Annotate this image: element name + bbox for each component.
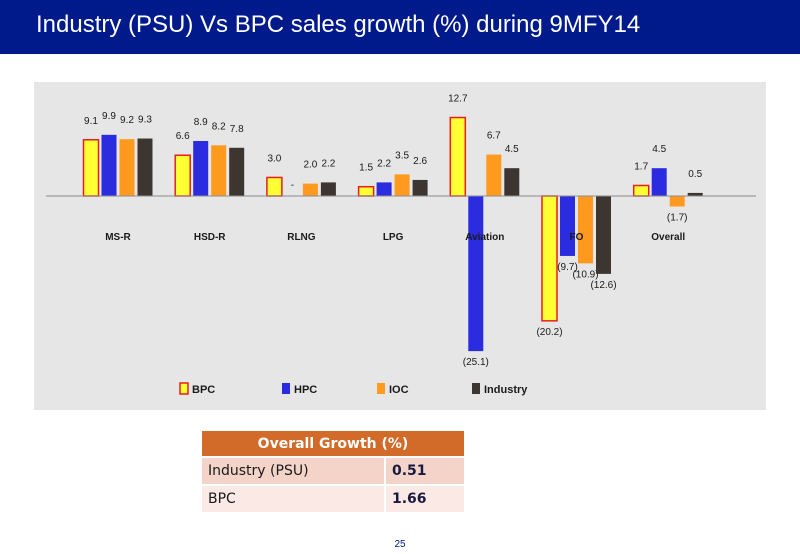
bar-ioc-hsd-r	[211, 145, 227, 196]
data-label: 9.3	[138, 115, 152, 126]
data-label: 4.5	[505, 144, 519, 155]
chart-panel: 9.1 9.9 9.2 9.3 MS-R 6.6 8.9 8.2 7.8 HSD-R 3.0 -2.0…	[34, 82, 766, 410]
bar-industry-hsd-r	[229, 147, 245, 196]
data-label: (25.1)	[463, 357, 489, 368]
data-label: 3.0	[267, 153, 281, 164]
category-label: HSD-R	[194, 232, 226, 243]
bar-industry-rlng	[320, 182, 336, 196]
bar-bpc-fo	[541, 195, 558, 322]
bar-hpc-aviation	[468, 196, 484, 352]
data-label: 2.2	[321, 158, 335, 169]
data-label: 7.8	[230, 124, 244, 135]
data-label: (9.7)	[557, 262, 578, 273]
category-label: Aviation	[465, 232, 504, 243]
legend-label: Industry	[484, 384, 528, 396]
row-label: BPC	[202, 485, 385, 514]
legend-swatch-industry	[472, 383, 480, 394]
bar-ioc-overall	[669, 196, 685, 207]
bar-industry-overall	[687, 192, 703, 196]
bar-industry-ms-r	[137, 138, 153, 196]
data-label: 9.2	[120, 115, 134, 126]
legend-swatch-bpc	[179, 382, 189, 395]
bar-bpc-lpg	[357, 185, 375, 197]
data-label: 0.5	[688, 169, 702, 180]
legend-label: IOC	[389, 384, 409, 396]
data-label: 8.9	[194, 117, 208, 128]
category-label: FO	[570, 232, 584, 243]
category-label: LPG	[383, 232, 404, 243]
bar-hpc-hsd-r	[193, 140, 209, 196]
bar-industry-fo	[596, 196, 611, 274]
table-header-row: Overall Growth (%)	[202, 431, 464, 458]
data-label: (10.9)	[572, 269, 598, 280]
data-label: 4.5	[652, 144, 666, 155]
overall-growth-table: Overall Growth (%) Industry (PSU) 0.51 B…	[202, 431, 464, 514]
bar-ioc-ms-r	[119, 139, 135, 196]
data-label: 2.0	[303, 160, 317, 171]
legend-label: BPC	[192, 384, 215, 396]
bar-hpc-ms-r	[101, 134, 117, 196]
bar-hpc-lpg	[376, 182, 392, 196]
data-label: 2.6	[413, 156, 427, 167]
bar-ioc-aviation	[486, 154, 502, 196]
table-header: Overall Growth (%)	[202, 431, 464, 458]
data-label: 9.9	[102, 111, 116, 122]
bar-industry-aviation	[504, 168, 520, 196]
category-label: Overall	[651, 232, 685, 243]
data-label: 8.2	[212, 121, 226, 132]
page-number: 25	[394, 539, 406, 550]
bar-ioc-fo	[578, 196, 593, 264]
table-row: BPC 1.66	[202, 485, 464, 514]
row-value: 0.51	[384, 457, 464, 486]
bar-bpc-hsd-r	[174, 154, 191, 197]
data-label: 1.7	[634, 161, 648, 172]
data-label: 2.2	[377, 158, 391, 169]
data-label: -	[291, 180, 294, 191]
data-label: 1.5	[359, 163, 373, 174]
bar-bpc-rlng	[266, 176, 283, 197]
data-label: (12.6)	[590, 280, 616, 291]
bar-bpc-overall	[632, 184, 650, 197]
legend-swatch-ioc	[377, 383, 385, 394]
data-label: (1.7)	[667, 213, 688, 224]
bar-ioc-lpg	[394, 174, 410, 196]
data-label: 12.7	[448, 94, 468, 105]
table-row: Industry (PSU) 0.51	[202, 457, 464, 486]
bar-bpc-aviation	[449, 116, 467, 197]
legend-label: HPC	[294, 384, 317, 396]
row-value: 1.66	[384, 485, 464, 514]
page-title: Industry (PSU) Vs BPC sales growth (%) d…	[36, 11, 641, 38]
row-label: Industry (PSU)	[202, 457, 385, 486]
legend-swatch-hpc	[282, 383, 290, 394]
data-label: 6.7	[487, 131, 501, 142]
bar-hpc-overall	[651, 168, 667, 196]
category-label: MS-R	[105, 232, 131, 243]
category-label: RLNG	[287, 232, 316, 243]
bar-hpc-fo	[560, 196, 575, 256]
bar-ioc-rlng	[302, 183, 318, 196]
data-label: 3.5	[395, 150, 409, 161]
bar-bpc-ms-r	[82, 139, 100, 197]
data-label: 6.6	[176, 131, 190, 142]
sales-growth-chart: 9.1 9.9 9.2 9.3 MS-R 6.6 8.9 8.2 7.8 HSD-R 3.0 -2.0…	[46, 94, 756, 396]
data-label: 9.1	[84, 116, 98, 127]
bar-industry-lpg	[412, 179, 428, 196]
header-bar: Industry (PSU) Vs BPC sales growth (%) d…	[0, 0, 800, 54]
data-label: (20.2)	[536, 327, 562, 338]
